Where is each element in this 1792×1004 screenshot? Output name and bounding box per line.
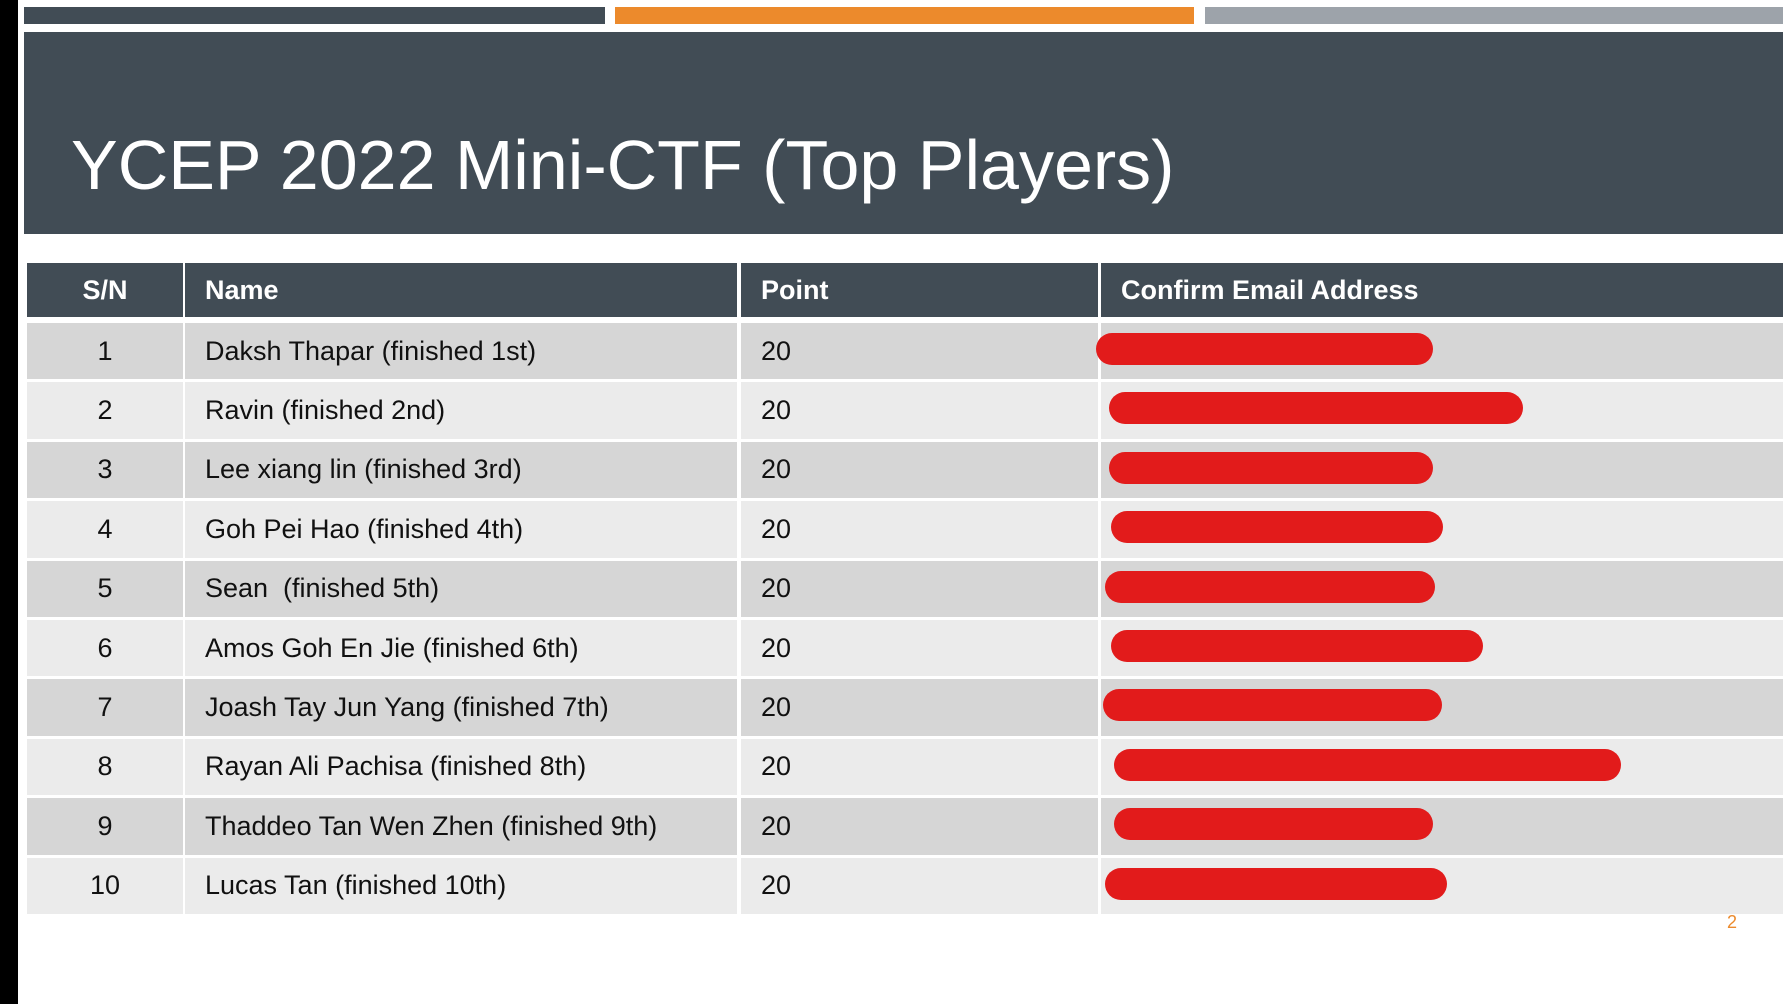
table-cell: 6 bbox=[27, 620, 183, 677]
table-cell: 20 bbox=[741, 620, 1098, 677]
table-cell: 3 bbox=[27, 441, 183, 499]
table-cell: Rayan Ali Pachisa (finished 8th) bbox=[185, 738, 737, 796]
table-cell: Joash Tay Jun Yang (finished 7th) bbox=[185, 679, 737, 736]
column-header: Name bbox=[185, 263, 737, 317]
table-cell: 20 bbox=[741, 679, 1098, 736]
slide-title: YCEP 2022 Mini-CTF (Top Players) bbox=[71, 126, 1175, 204]
redaction bbox=[1105, 867, 1447, 900]
table-cell: 5 bbox=[27, 560, 183, 617]
redaction bbox=[1103, 689, 1442, 722]
table-cell: 20 bbox=[741, 501, 1098, 558]
table-cell: Lucas Tan (finished 10th) bbox=[185, 857, 737, 914]
table-cell: 20 bbox=[741, 738, 1098, 796]
table-cell: 1 bbox=[27, 323, 183, 380]
table-cell: Goh Pei Hao (finished 4th) bbox=[185, 501, 737, 558]
redaction bbox=[1114, 808, 1433, 841]
redaction bbox=[1111, 630, 1483, 662]
left-strip bbox=[0, 0, 18, 1004]
table-cell: 20 bbox=[741, 857, 1098, 914]
table-cell: 20 bbox=[741, 798, 1098, 855]
redaction bbox=[1105, 570, 1435, 603]
table-cell: 20 bbox=[741, 560, 1098, 617]
table-cell: 8 bbox=[27, 738, 183, 796]
accent-bar bbox=[615, 7, 1194, 24]
table-cell: 20 bbox=[741, 323, 1098, 380]
table-cell: 20 bbox=[741, 382, 1098, 439]
header-band bbox=[24, 32, 1783, 234]
table-cell: Thaddeo Tan Wen Zhen (finished 9th) bbox=[185, 798, 737, 855]
redaction bbox=[1109, 392, 1523, 425]
redaction bbox=[1111, 511, 1443, 544]
table-cell: Amos Goh En Jie (finished 6th) bbox=[185, 620, 737, 677]
table-cell: 2 bbox=[27, 382, 183, 439]
table-cell: Ravin (finished 2nd) bbox=[185, 382, 737, 439]
table-cell: Lee xiang lin (finished 3rd) bbox=[185, 441, 737, 499]
accent-bar bbox=[1205, 7, 1783, 24]
table-cell: Sean (finished 5th) bbox=[185, 560, 737, 617]
table-cell: 4 bbox=[27, 501, 183, 558]
accent-bar bbox=[24, 7, 605, 24]
column-header: S/N bbox=[27, 263, 183, 317]
redaction bbox=[1096, 333, 1433, 365]
column-header: Point bbox=[741, 263, 1098, 317]
table-cell: 9 bbox=[27, 798, 183, 855]
table-cell: 7 bbox=[27, 679, 183, 736]
redaction bbox=[1109, 451, 1433, 484]
table-cell: Daksh Thapar (finished 1st) bbox=[185, 323, 737, 380]
table-cell: 10 bbox=[27, 857, 183, 914]
column-header: Confirm Email Address bbox=[1101, 263, 1783, 317]
page-number: 2 bbox=[1727, 912, 1738, 932]
table-cell: 20 bbox=[741, 441, 1098, 499]
redaction bbox=[1114, 748, 1621, 781]
